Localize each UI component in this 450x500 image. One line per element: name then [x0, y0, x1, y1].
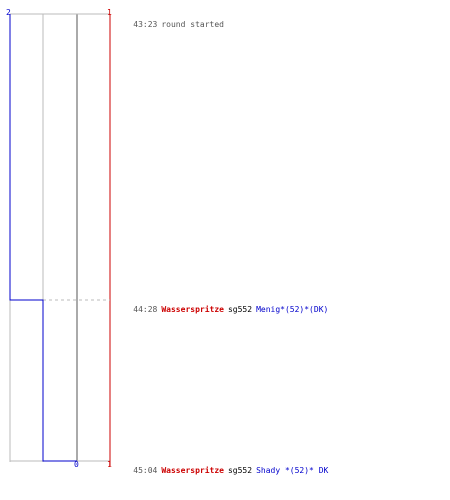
- bottom-mid-score: 0: [74, 460, 79, 469]
- event-time: 44:28: [133, 305, 158, 314]
- event-time: 45:04: [133, 466, 158, 475]
- event-round-started: 43:23 round started: [114, 10, 224, 40]
- event-kill: 44:28 Wasserspritze sg552 Menig*(52)*(DK): [114, 295, 328, 325]
- killer-name: Wasserspritze: [161, 305, 224, 314]
- victim-name: Shady *(52)* DK: [256, 466, 329, 475]
- top-left-score: 2: [6, 8, 11, 17]
- event-text: round started: [161, 20, 224, 29]
- weapon-name: sg552: [227, 305, 253, 314]
- victim-name: Menig*(52)*(DK): [256, 305, 329, 314]
- event-time: 43:23: [133, 20, 158, 29]
- bottom-right-score: 1: [107, 460, 112, 469]
- top-right-score: 1: [107, 8, 112, 17]
- weapon-name: sg552: [227, 466, 253, 475]
- event-kill: 45:04 Wasserspritze sg552 Shady *(52)* DK: [114, 456, 328, 486]
- blue-team-step-line: [9, 14, 77, 462]
- killer-name: Wasserspritze: [161, 466, 224, 475]
